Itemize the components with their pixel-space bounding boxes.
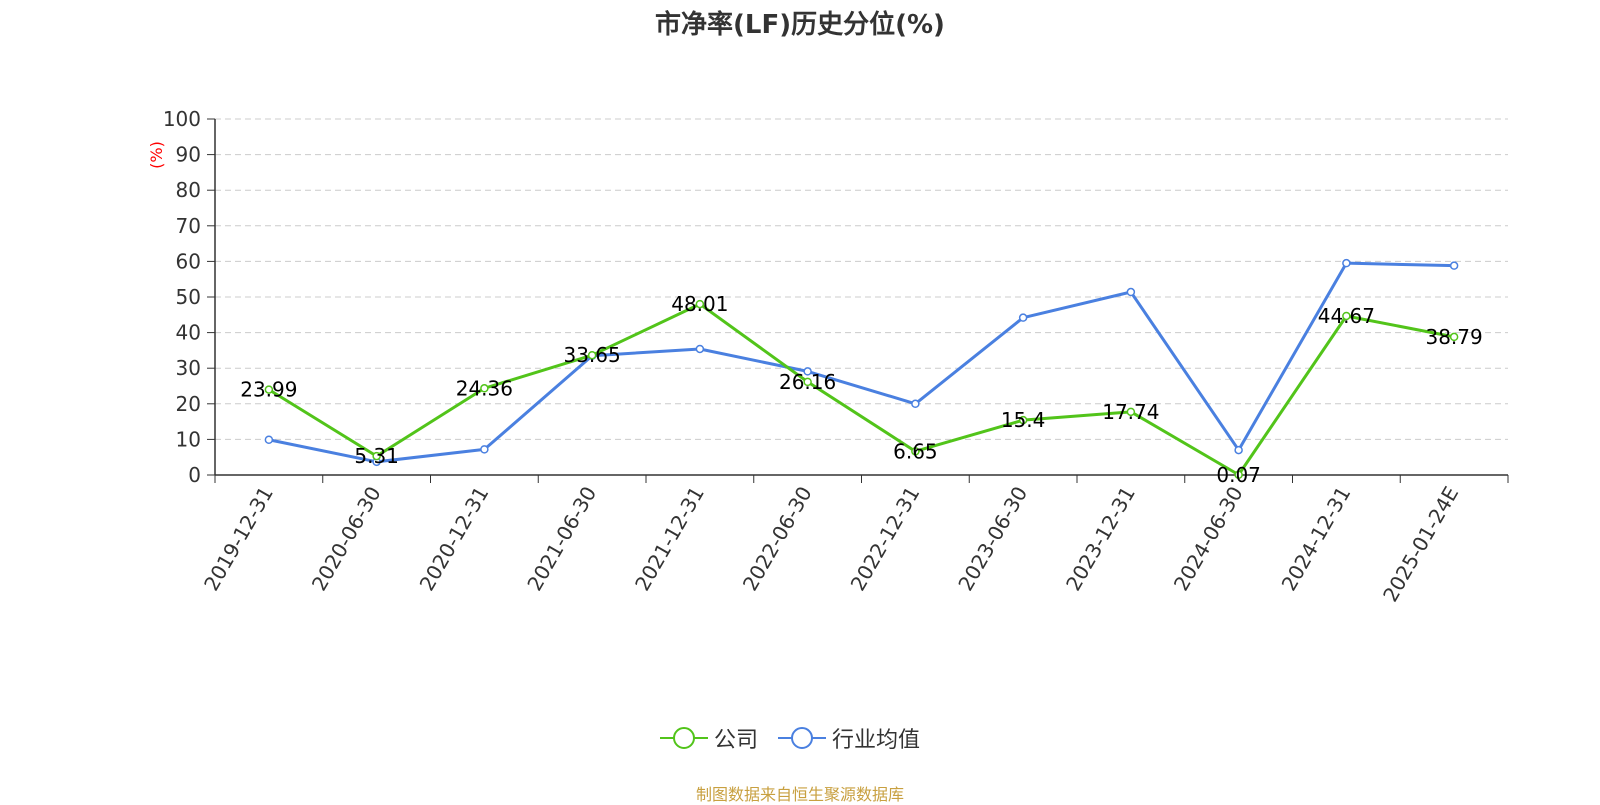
y-tick-label: 80 bbox=[176, 178, 201, 202]
data-label-company: 6.65 bbox=[893, 439, 938, 463]
y-axis-label: (%) bbox=[147, 141, 166, 169]
data-point-industry[interactable] bbox=[695, 344, 705, 354]
data-label-company: 0.07 bbox=[1216, 463, 1261, 487]
y-tick-label: 70 bbox=[176, 214, 201, 238]
data-label-company: 38.79 bbox=[1425, 325, 1482, 349]
x-tick-label: 2023-06-30 bbox=[953, 482, 1032, 595]
data-label-company: 44.67 bbox=[1318, 304, 1375, 328]
data-point-company[interactable] bbox=[264, 385, 274, 394]
data-point-company[interactable] bbox=[803, 377, 812, 387]
legend-item-company[interactable]: 公司 bbox=[660, 722, 758, 754]
y-tick-label: 40 bbox=[176, 321, 201, 345]
data-point-industry[interactable] bbox=[480, 445, 489, 454]
data-label-company: 23.99 bbox=[240, 378, 297, 402]
y-tick-label: 10 bbox=[176, 427, 201, 451]
data-point-industry[interactable] bbox=[1126, 287, 1136, 297]
data-point-company[interactable] bbox=[587, 350, 597, 360]
y-tick-label: 100 bbox=[163, 107, 201, 131]
series-line-industry bbox=[268, 261, 1455, 464]
x-tick-label: 2020-12-31 bbox=[415, 482, 494, 595]
x-tick-label: 2024-06-30 bbox=[1169, 482, 1248, 595]
data-label-company: 5.31 bbox=[354, 444, 399, 468]
data-point-industry[interactable] bbox=[1018, 313, 1028, 322]
data-label-company: 24.36 bbox=[456, 376, 513, 400]
data-label-company: 15.4 bbox=[1001, 408, 1046, 432]
data-point-company[interactable] bbox=[1126, 407, 1136, 417]
data-point-company[interactable] bbox=[1342, 311, 1351, 321]
y-tick-labels: 0 10 20 30 40 50 60 70 80 90 100 bbox=[163, 107, 201, 487]
series bbox=[264, 258, 1459, 480]
x-tick-label: 2022-06-30 bbox=[738, 482, 817, 595]
legend: 公司 行业均值 bbox=[660, 722, 940, 754]
x-tick-label: 2021-06-30 bbox=[522, 482, 601, 595]
x-tick-label: 2021-12-31 bbox=[630, 482, 709, 595]
x-tick-label: 2023-12-31 bbox=[1061, 482, 1140, 595]
legend-industry-marker-icon bbox=[778, 727, 827, 749]
data-point-company[interactable] bbox=[695, 299, 705, 309]
data-point-industry[interactable] bbox=[803, 367, 812, 376]
x-tick-label: 2020-06-30 bbox=[307, 482, 386, 595]
series-line-company bbox=[268, 302, 1455, 477]
data-point-industry[interactable] bbox=[1234, 445, 1243, 455]
data-point-company[interactable] bbox=[1018, 415, 1028, 425]
y-tick-label: 50 bbox=[176, 285, 201, 309]
y-tick-label: 30 bbox=[176, 356, 201, 380]
data-label-company: 33.65 bbox=[563, 343, 620, 367]
source-note: 制图数据来自恒生聚源数据库 bbox=[695, 785, 904, 804]
chart-title: 市净率(LF)历史分位(%) bbox=[655, 10, 945, 40]
data-point-industry[interactable] bbox=[1449, 261, 1459, 270]
data-point-company[interactable] bbox=[372, 451, 381, 461]
legend-company-label: 公司 bbox=[714, 728, 759, 753]
data-labels: 23.99 5.31 24.36 33.65 48.01 26.16 6.65 15.4 17.… bbox=[240, 292, 1483, 487]
y-tick-label: 0 bbox=[188, 463, 201, 487]
data-point-company[interactable] bbox=[480, 384, 489, 393]
data-label-company: 26.16 bbox=[779, 370, 836, 394]
axes bbox=[207, 118, 1509, 483]
y-tick-label: 20 bbox=[176, 392, 201, 416]
y-tick-label: 90 bbox=[176, 143, 201, 167]
x-tick-label: 2019-12-31 bbox=[199, 482, 278, 595]
legend-industry-label: 行业均值 bbox=[832, 728, 921, 753]
data-point-industry[interactable] bbox=[911, 399, 920, 409]
legend-item-industry[interactable]: 行业均值 bbox=[778, 722, 920, 754]
grid-lines bbox=[215, 118, 1508, 440]
data-point-industry[interactable] bbox=[264, 435, 274, 445]
x-tick-label: 2024-12-31 bbox=[1277, 482, 1356, 595]
x-tick-label: 2022-12-31 bbox=[846, 482, 925, 595]
data-label-company: 17.74 bbox=[1102, 400, 1159, 424]
data-point-industry[interactable] bbox=[1342, 258, 1351, 268]
data-point-company[interactable] bbox=[911, 447, 920, 456]
legend-company-marker-icon bbox=[660, 727, 708, 749]
data-point-company[interactable] bbox=[1234, 470, 1243, 480]
data-point-company[interactable] bbox=[1449, 332, 1459, 342]
x-tick-labels: 2019-12-31 2020-06-30 2020-12-31 2021-06-30… bbox=[199, 482, 1463, 606]
x-tick-label: 2025-01-24E bbox=[1378, 482, 1463, 606]
y-tick-label: 60 bbox=[176, 249, 201, 273]
data-label-company: 48.01 bbox=[671, 292, 728, 316]
